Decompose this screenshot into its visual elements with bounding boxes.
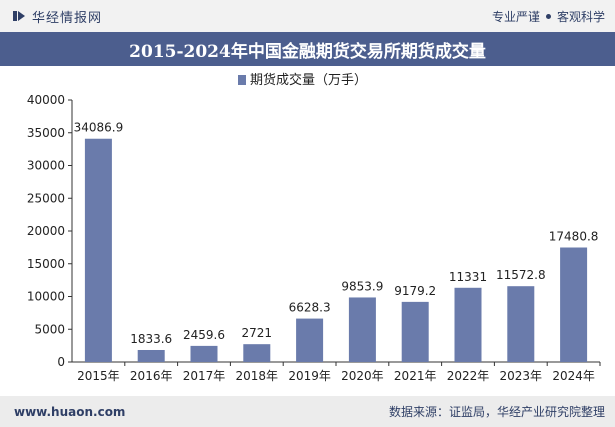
y-tick-label: 0 — [57, 355, 65, 369]
bar-7 — [401, 301, 429, 362]
chart-title-bar: 2015-2024年中国金融期货交易所期货成交量 — [0, 32, 615, 66]
brand[interactable]: 华经情报网 — [12, 7, 102, 26]
bar-5 — [296, 318, 324, 362]
y-tick-label: 35000 — [27, 126, 65, 140]
top-bar: 华经情报网 专业严谨 客观科学 — [0, 0, 615, 32]
chart-area: 0 5000 10000 15000 20000 25000 30000 35000 40000… — [0, 66, 615, 396]
brand-name: 华经情报网 — [32, 10, 103, 26]
legend-label: 期货成交量（万手） — [250, 72, 367, 88]
site-url-link[interactable]: www.huaon.com — [14, 404, 126, 419]
data-label: 9179.2 — [394, 284, 436, 298]
bar-2 — [137, 349, 165, 362]
y-tick-label: 5000 — [34, 322, 65, 336]
bar-6 — [348, 297, 376, 362]
x-tick-label: 2018年 — [236, 369, 279, 383]
legend-swatch — [238, 75, 246, 85]
data-label: 11331 — [449, 270, 487, 284]
bar-4 — [243, 344, 271, 362]
y-tick-label: 10000 — [27, 290, 65, 304]
x-tick-label: 2023年 — [500, 369, 543, 383]
dot-separator-icon — [545, 13, 551, 19]
x-tick-label: 2019年 — [288, 369, 331, 383]
data-source: 数据来源：证监局，华经产业研究院整理 — [388, 405, 605, 419]
chart-title: 2015-2024年中国金融期货交易所期货成交量 — [129, 41, 486, 62]
brand-logo-icon — [13, 11, 25, 21]
x-tick-label: 2024年 — [552, 369, 595, 383]
data-label: 2721 — [242, 326, 273, 340]
y-tick-label: 30000 — [27, 159, 65, 173]
y-tick-label: 25000 — [27, 191, 65, 205]
bar-9 — [507, 286, 535, 362]
bar-8 — [454, 287, 482, 362]
y-tick-label: 20000 — [27, 224, 65, 238]
bar-3 — [190, 345, 218, 362]
data-label: 11572.8 — [496, 268, 546, 282]
data-label: 6628.3 — [289, 301, 331, 315]
tagline-left: 专业严谨 — [491, 9, 540, 24]
bar-chart: 0 5000 10000 15000 20000 25000 30000 35000 40000… — [27, 72, 601, 383]
x-tick-label: 2016年 — [130, 369, 173, 383]
data-label: 17480.8 — [549, 230, 599, 244]
y-tick-label: 40000 — [27, 93, 65, 107]
y-tick-label: 15000 — [27, 257, 65, 271]
data-label: 2459.6 — [183, 328, 225, 342]
tagline-right: 客观科学 — [556, 9, 605, 24]
x-tick-label: 2015年 — [77, 369, 120, 383]
bar-1 — [84, 138, 112, 362]
footer-bar: www.huaon.com 数据来源：证监局，华经产业研究院整理 — [0, 396, 615, 427]
x-tick-label: 2020年 — [341, 369, 384, 383]
bar-10 — [560, 247, 588, 362]
data-label: 9853.9 — [341, 279, 383, 293]
x-tick-label: 2021年 — [394, 369, 437, 383]
data-label: 1833.6 — [130, 332, 172, 346]
data-label: 34086.9 — [74, 121, 124, 135]
tagline: 专业严谨 客观科学 — [492, 8, 605, 25]
x-tick-label: 2017年 — [183, 369, 226, 383]
x-tick-label: 2022年 — [447, 369, 490, 383]
